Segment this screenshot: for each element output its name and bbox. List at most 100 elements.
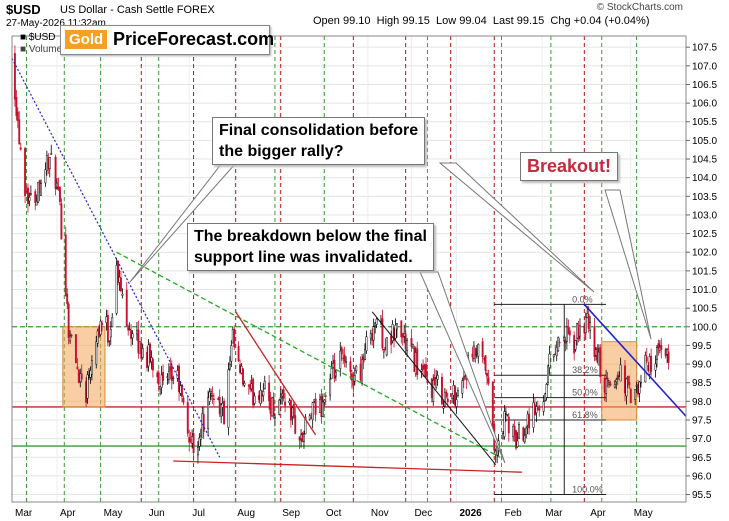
candle-body	[525, 427, 528, 435]
fib-level-label: 50.0%	[572, 388, 598, 398]
logo-gold-badge: Gold	[65, 30, 108, 49]
open-label: Open	[313, 15, 340, 27]
candle-body	[361, 359, 364, 384]
candle-body	[324, 395, 327, 397]
candle-body	[289, 400, 292, 421]
candle-body	[400, 320, 403, 338]
candle-body	[271, 397, 273, 417]
candle-body	[318, 399, 321, 413]
candle-body	[269, 397, 272, 414]
candle-body	[395, 323, 398, 330]
candle-body	[172, 377, 175, 380]
candle-body	[352, 381, 355, 386]
candle-body	[635, 385, 638, 387]
y-tick-label: 105.5	[692, 117, 717, 128]
legend-price: ■ $USD	[20, 32, 56, 43]
candle-body	[109, 328, 112, 338]
candle-body	[340, 347, 343, 355]
candle-body	[69, 335, 72, 342]
open-value: 99.10	[342, 15, 371, 27]
candle-body	[300, 434, 303, 439]
candle-body	[648, 355, 651, 375]
candle-body	[210, 391, 212, 394]
candle-body	[260, 394, 263, 397]
candle-body	[565, 326, 568, 342]
y-tick-label: 105.0	[692, 136, 717, 147]
candle-body	[362, 356, 365, 363]
candle-body	[29, 193, 32, 195]
candle-body	[298, 436, 301, 441]
instrument-title: US Dollar - Cash Settle	[60, 4, 174, 16]
chg-value: +0.04 (+0.04%)	[573, 15, 650, 27]
candle-body	[544, 393, 547, 401]
candle-body	[242, 368, 244, 385]
candle-body	[433, 376, 436, 386]
candle-body	[34, 191, 37, 203]
candle-body	[186, 402, 189, 434]
candle-body	[268, 382, 271, 402]
candle-body	[301, 432, 304, 442]
candle-body	[140, 342, 143, 359]
candle-body	[403, 333, 406, 337]
candle-body	[518, 424, 520, 439]
callout-pointer	[604, 189, 652, 340]
candle-body	[56, 182, 58, 188]
candle-body	[526, 413, 529, 426]
candle-body	[263, 380, 266, 390]
candle-body	[486, 372, 488, 377]
candle-body	[202, 413, 205, 432]
candle-body	[54, 156, 57, 190]
y-tick-label: 99.5	[692, 341, 712, 352]
legend-price-label: $USD	[28, 32, 56, 43]
candle-body	[60, 203, 63, 240]
candle-body	[250, 383, 253, 390]
source-watermark: © StockCharts.com	[596, 2, 683, 13]
candle-body	[359, 363, 362, 381]
candle-body	[471, 353, 474, 358]
candle-body	[182, 397, 185, 403]
y-tick-label: 99.0	[692, 360, 712, 371]
candle-body	[259, 390, 262, 404]
callout-final-consolidation: Final consolidation before the bigger ra…	[212, 117, 426, 165]
x-tick-label: Jul	[192, 508, 205, 519]
candle-body	[170, 365, 173, 381]
candle-body	[141, 348, 144, 358]
candle-body	[310, 417, 313, 419]
candle-body	[239, 364, 242, 373]
callout1-line1: Final consolidation before	[219, 122, 419, 139]
y-tick-label: 98.0	[692, 397, 712, 408]
candle-body	[188, 437, 191, 443]
candle-body	[442, 406, 445, 409]
candle-body	[66, 293, 69, 304]
candle-body	[294, 415, 297, 434]
candle-body	[624, 365, 626, 394]
candle-body	[349, 361, 352, 372]
candle-body	[240, 365, 243, 374]
candle-body	[638, 381, 641, 394]
candle-body	[284, 401, 287, 406]
candle-body	[462, 376, 465, 381]
candle-body	[609, 383, 612, 386]
candle-body	[67, 303, 70, 338]
candle-body	[167, 370, 170, 381]
candle-body	[584, 317, 587, 334]
candle-body	[628, 382, 631, 386]
y-tick-label: 101.0	[692, 285, 717, 296]
chg-label: Chg	[550, 15, 571, 27]
candle-body	[494, 450, 497, 455]
x-tick-label: May	[104, 508, 123, 519]
candle-body	[660, 344, 663, 350]
candle-body	[127, 327, 130, 331]
candle-body	[57, 186, 60, 190]
candle-body	[131, 333, 134, 339]
candle-body	[105, 316, 108, 323]
y-tick-label: 107.0	[692, 61, 717, 72]
logo-text: PriceForecast.com	[113, 29, 275, 49]
candle-body	[536, 408, 539, 410]
candle-body	[249, 384, 252, 390]
fib-level-label: 38.2%	[572, 365, 598, 375]
high-label: High	[376, 15, 400, 27]
candle-body	[568, 330, 571, 336]
candle-body	[406, 339, 409, 351]
candle-body	[58, 186, 61, 203]
